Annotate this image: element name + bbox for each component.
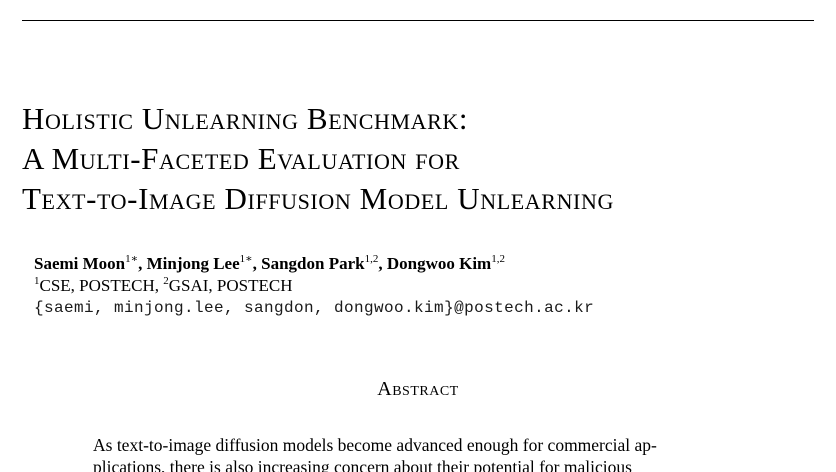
author-list: Saemi Moon1∗, Minjong Lee1∗, Sangdon Par… [34,253,505,274]
abstract-line: plications, there is also increasing con… [93,457,632,472]
affiliation-text: GSAI, POSTECH [168,276,293,295]
author-affil-mark: 1∗ [125,253,139,265]
affiliation-mark: 2 [163,275,169,287]
abstract-text: As text-to-image diffusion models become… [93,434,745,472]
author-affil-mark: 1,2 [491,253,505,265]
author-emails: {saemi, minjong.lee, sangdon, dongwoo.ki… [34,299,595,317]
author-name: Dongwoo Kim [386,254,492,273]
top-rule [22,20,814,21]
abstract-line: As text-to-image diffusion models become… [93,435,657,455]
author-name: Minjong Lee [146,254,240,273]
author-affil-mark: 1∗ [239,253,253,265]
author-block: Saemi Moon1∗, Minjong Lee1∗, Sangdon Par… [34,253,594,319]
paper-title: Holistic Unlearning Benchmark: A Multi-F… [22,99,614,219]
author-name: Sangdon Park [261,254,365,273]
title-line-2: A Multi-Faceted Evaluation for [22,141,460,176]
title-line-3: Text-to-Image Diffusion Model Unlearning [22,181,614,216]
title-line-1: Holistic Unlearning Benchmark: [22,101,469,136]
abstract-heading: Abstract [377,378,459,400]
affiliation-list: 1CSE, POSTECH, 2GSAI, POSTECH [34,275,293,296]
affiliation-mark: 1 [34,275,40,287]
author-affil-mark: 1,2 [364,253,379,265]
author-name: Saemi Moon [34,254,126,273]
affiliation-text: CSE, POSTECH [39,276,155,295]
